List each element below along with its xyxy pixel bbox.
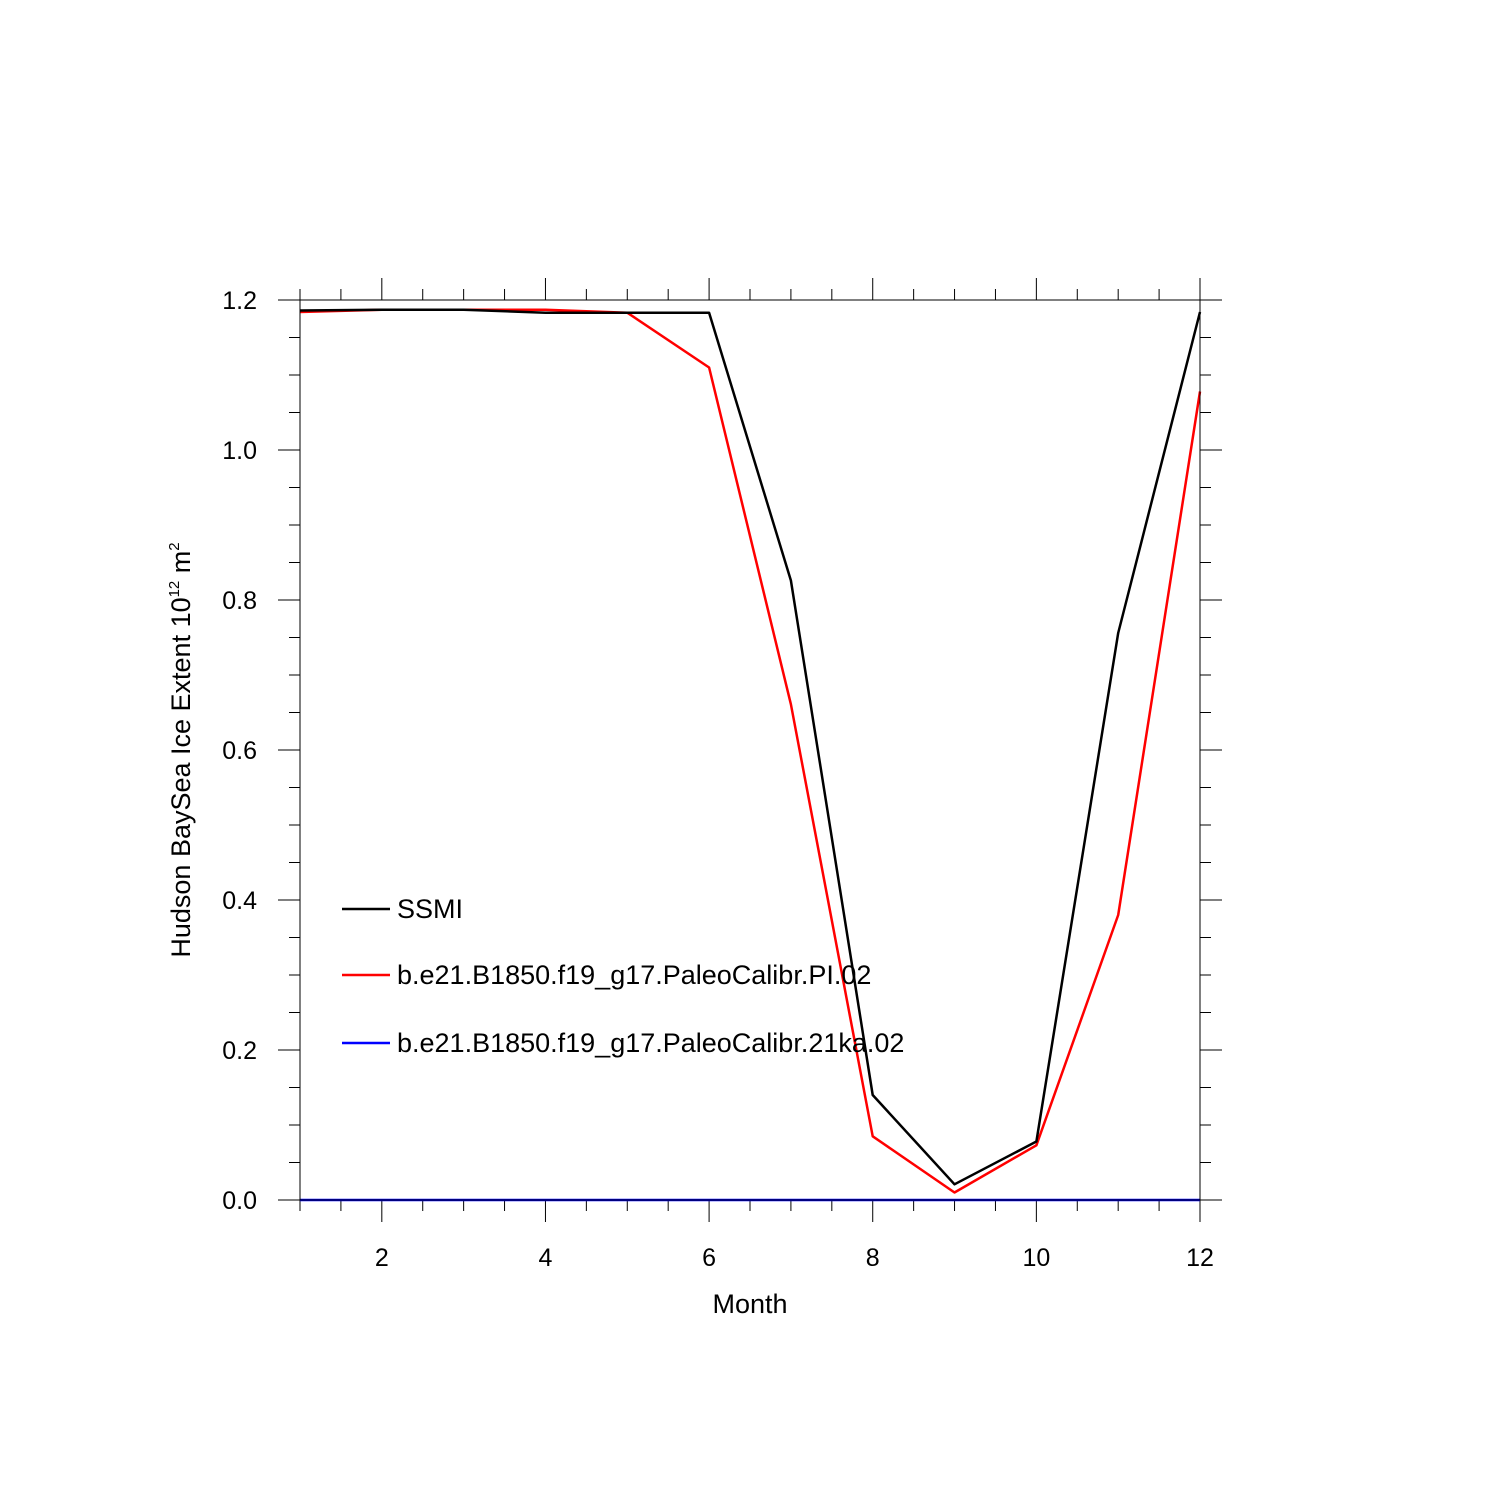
tick-labels: 2 4 6 8 10 12 0.0 0.2 0.4 0.6 0.8 1.0 1.2 xyxy=(222,287,1214,1272)
legend-label-21ka: b.e21.B1850.f19_g17.PaleoCalibr.21ka.02 xyxy=(397,1028,904,1058)
x-tick-label: 12 xyxy=(1186,1244,1214,1272)
y-tick-label: 0.8 xyxy=(222,587,257,615)
y-tick-label: 0.0 xyxy=(222,1187,257,1215)
plot-frame xyxy=(299,299,1201,1201)
y-tick-label: 0.2 xyxy=(222,1037,257,1065)
x-axis-title: Month xyxy=(712,1289,787,1319)
y-axis-title-main: Hudson BaySea Ice Extent 10 xyxy=(166,597,196,957)
series-line-pi xyxy=(299,308,1202,1194)
legend-label-pi: b.e21.B1850.f19_g17.PaleoCalibr.PI.02 xyxy=(397,960,871,990)
y-tick-label: 0.6 xyxy=(222,737,257,765)
legend: SSMI b.e21.B1850.f19_g17.PaleoCalibr.PI.… xyxy=(342,894,904,1058)
y-axis-title-exponent: 12 xyxy=(166,581,183,598)
y-axis-title-unit: m xyxy=(166,551,196,581)
x-tick-label: 4 xyxy=(539,1244,553,1272)
y-tick-label: 0.4 xyxy=(222,887,257,915)
legend-label-ssmi: SSMI xyxy=(397,894,463,924)
series-lines xyxy=(299,308,1202,1202)
y-axis-title-unit-exponent: 2 xyxy=(166,542,183,550)
x-tick-label: 8 xyxy=(866,1244,880,1272)
series-line-ssmi xyxy=(299,308,1202,1186)
x-tick-label: 6 xyxy=(702,1244,716,1272)
y-axis-title: Hudson BaySea Ice Extent 1012 m2 xyxy=(166,542,196,957)
tick-marks xyxy=(278,278,1222,1222)
y-tick-label: 1.2 xyxy=(222,287,257,315)
x-tick-label: 2 xyxy=(375,1244,389,1272)
x-tick-label: 10 xyxy=(1022,1244,1050,1272)
y-tick-label: 1.0 xyxy=(222,437,257,465)
